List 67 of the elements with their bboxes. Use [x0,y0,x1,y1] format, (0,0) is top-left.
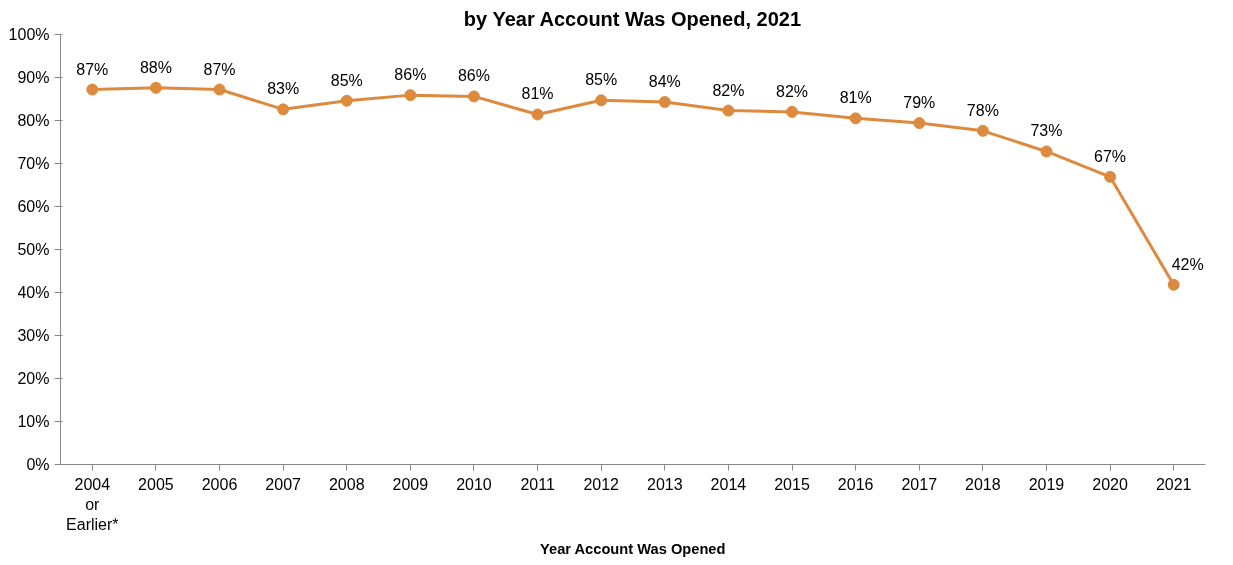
data-label: 87% [203,60,236,78]
x-tick-label: 2009 [392,475,429,493]
x-tick-label: 2012 [583,475,620,493]
point [1040,145,1053,158]
x-tick-label: 2008 [328,475,365,493]
chart-title: by Year Account Was Opened, 2021 [463,7,802,30]
data-label: 78% [966,101,999,119]
data-label: 81% [521,85,554,103]
x-tick-label: 2013 [647,475,683,493]
point [340,94,353,107]
point [531,108,544,121]
point [976,124,989,137]
point [913,117,926,130]
x-axis-title: Year Account Was Opened [540,541,726,558]
x-tick-label: 2011 [520,475,555,493]
x-tick-label: 2021 [1155,475,1192,493]
point [1104,170,1117,183]
data-label: 79% [903,94,936,112]
point [595,94,608,107]
y-tick-label: 70% [17,155,50,172]
data-label: 82% [776,82,809,100]
data-label: 88% [139,58,172,76]
y-tick-label: 80% [17,112,50,129]
x-tick-label: 2004 or Earlier* [66,475,119,534]
x-tick-label: 2014 [710,475,747,493]
point [277,103,290,116]
x-tick-label: 2006 [201,475,238,493]
data-label: 81% [839,89,872,107]
y-tick-label: 50% [17,241,50,258]
y-tick-label: 20% [17,370,50,387]
x-tick-label: 2018 [965,475,1001,493]
x-tick-label: 2015 [774,475,810,493]
data-label: 42% [1171,255,1204,273]
data-label: 67% [1094,147,1127,165]
y-tick-label: 60% [17,198,50,215]
point [86,83,99,96]
x-tick-label: 2017 [901,475,938,493]
y-tick-label: 10% [17,413,50,430]
data-label: 87% [76,60,109,78]
point [404,89,417,102]
x-tick-label: 2010 [456,475,492,493]
y-tick-label: 100% [8,26,50,43]
x-tick-label: 2007 [265,475,302,493]
data-label: 85% [330,71,363,89]
y-tick-label: 0% [26,456,50,473]
y-tick-label: 40% [17,284,50,301]
data-label: 86% [457,67,490,85]
data-label: 82% [712,81,745,99]
point [786,105,799,118]
data-label: 84% [648,73,681,91]
point [658,96,671,108]
x-tick-label: 2020 [1092,475,1128,493]
x-tick-label: 2019 [1028,475,1065,493]
point [1167,278,1180,291]
point [849,112,862,125]
point [213,83,226,96]
data-label: 83% [267,80,300,98]
y-tick-label: 90% [17,69,50,86]
y-tick-label: 30% [17,327,50,344]
point [467,90,480,103]
data-label: 85% [585,71,618,89]
x-tick-label: 2005 [138,475,174,493]
data-label: 73% [1030,122,1063,140]
point [149,81,162,94]
x-tick-label: 2016 [837,475,874,493]
point [722,104,735,117]
data-label: 86% [394,66,427,84]
